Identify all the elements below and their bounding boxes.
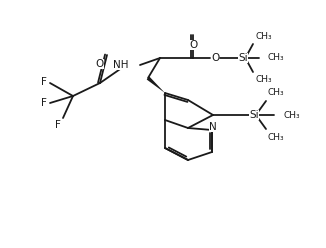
Text: CH₃: CH₃	[284, 111, 301, 120]
Text: NH: NH	[112, 60, 128, 70]
Text: Si: Si	[238, 53, 248, 63]
Text: F: F	[55, 120, 61, 130]
Text: O: O	[96, 59, 104, 69]
Text: CH₃: CH₃	[255, 32, 272, 41]
Text: CH₃: CH₃	[268, 133, 285, 142]
Text: O: O	[211, 53, 219, 63]
Text: CH₃: CH₃	[267, 54, 284, 62]
Text: F: F	[41, 77, 47, 87]
Text: N: N	[209, 122, 217, 132]
Text: Si: Si	[249, 110, 259, 120]
Text: CH₃: CH₃	[255, 75, 272, 84]
Text: F: F	[41, 98, 47, 108]
Polygon shape	[147, 76, 165, 93]
Text: CH₃: CH₃	[268, 88, 285, 97]
Text: O: O	[189, 40, 197, 50]
